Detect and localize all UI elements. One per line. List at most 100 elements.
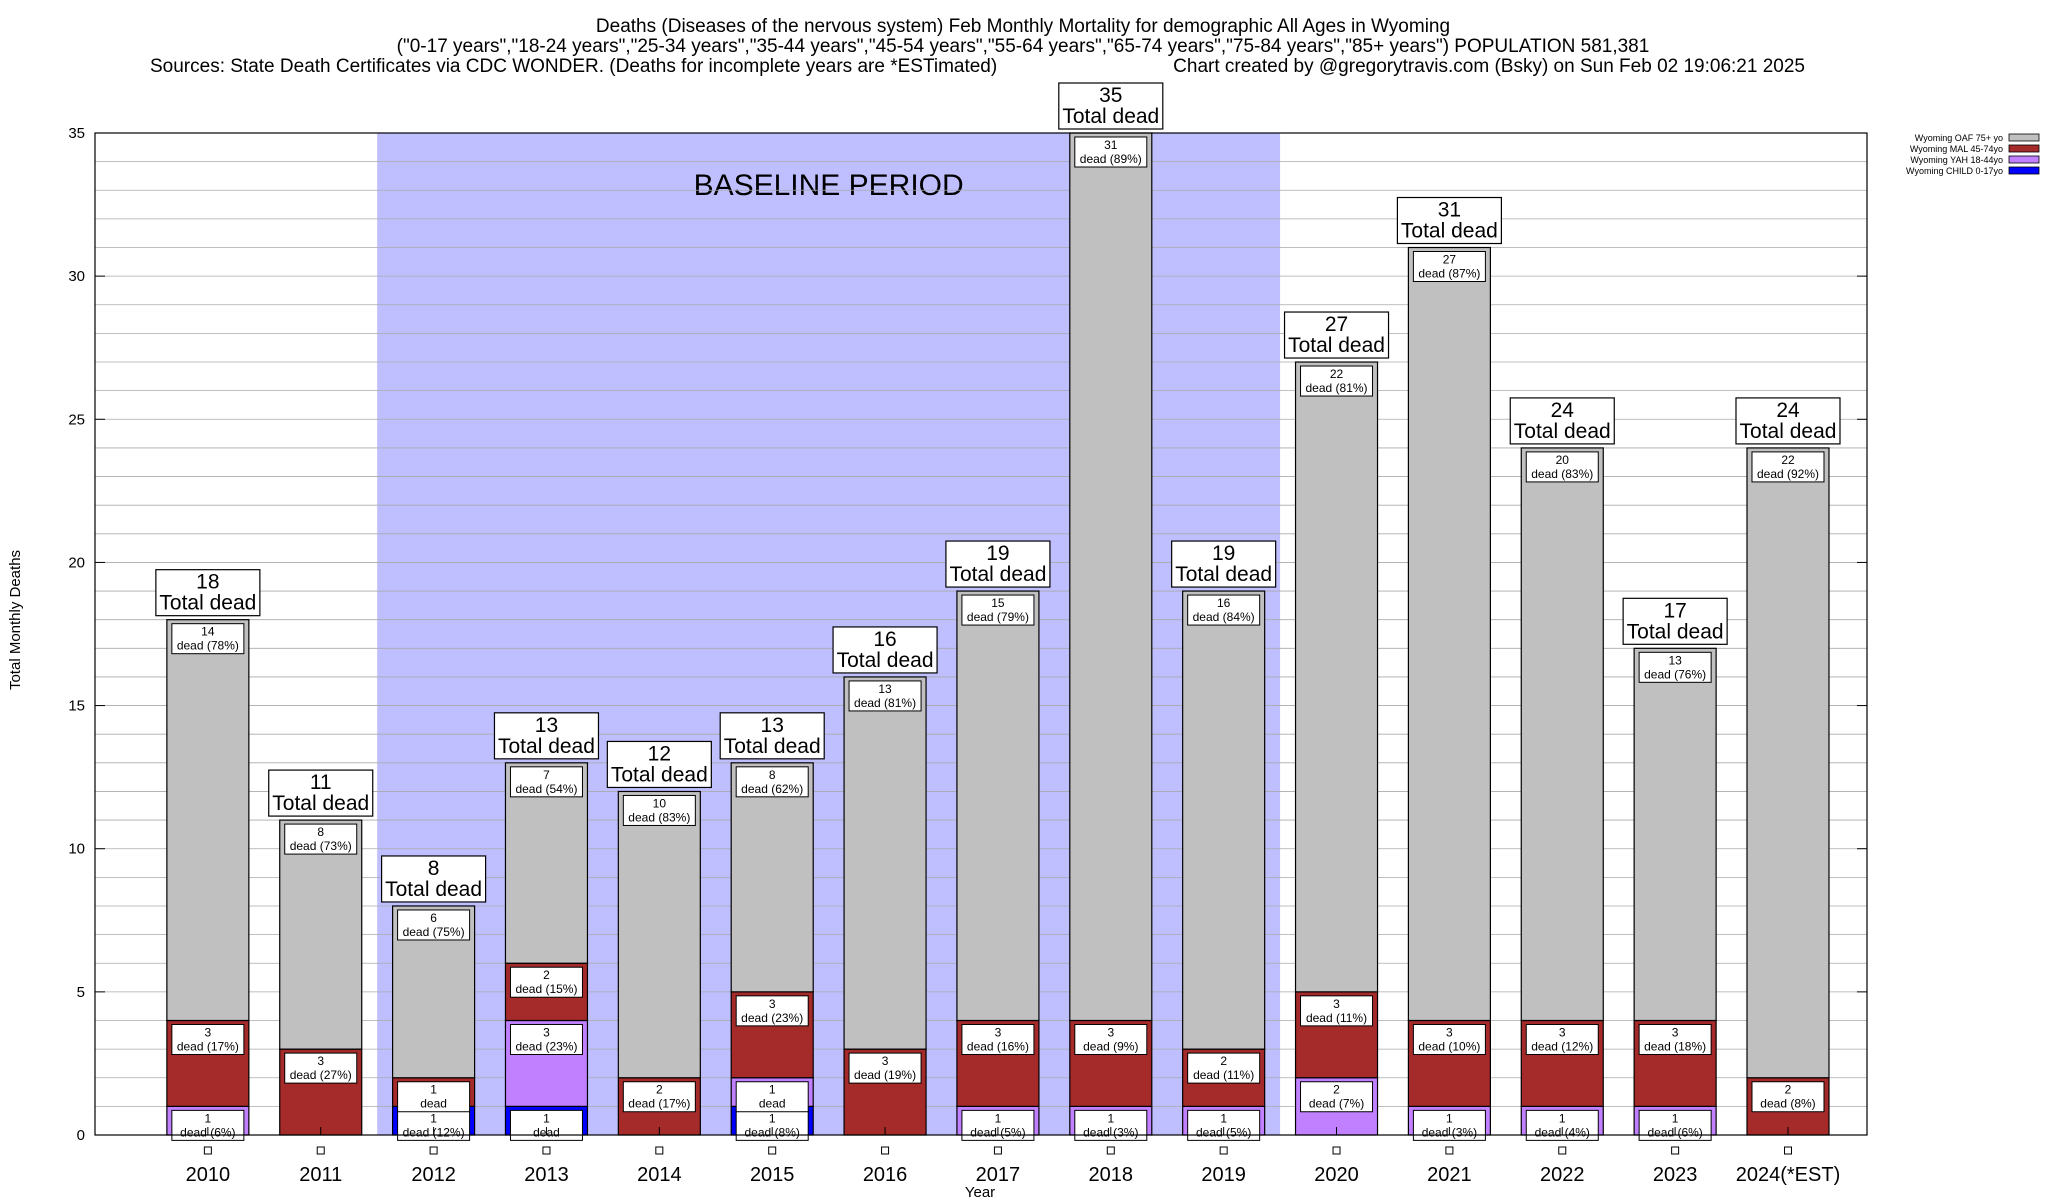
- segment-count-label: 2: [1785, 1083, 1792, 1097]
- total-label-box: [945, 540, 1051, 588]
- legend-entry-label: Wyoming MAL 45-74yo: [1910, 144, 2003, 154]
- total-dead-label: Total dead: [272, 792, 369, 815]
- total-dead-label: Total dead: [1288, 334, 1385, 357]
- bar-marker: [1445, 1146, 1454, 1155]
- total-dead-label: Total dead: [498, 735, 595, 758]
- title-line-sources: Sources: State Death Certificates via CD…: [150, 56, 997, 77]
- bar-segment: [166, 619, 250, 1022]
- x-tick-label: 2024(*EST): [1736, 1164, 1841, 1186]
- total-count-label: 19: [1212, 542, 1235, 565]
- segment-count-label: 10: [653, 796, 667, 810]
- total-dead-label: Total dead: [724, 735, 821, 758]
- segment-dead-label: dead (84%): [1193, 610, 1255, 624]
- legend-swatch: [2008, 166, 2040, 175]
- segment-count-label: 1: [769, 1083, 776, 1097]
- bar-marker: [1106, 1146, 1115, 1155]
- segment-label-box: [1525, 1023, 1599, 1055]
- segment-label-box: [1187, 1052, 1261, 1084]
- legend-swatch: [2008, 133, 2040, 142]
- bar-marker: [1558, 1146, 1567, 1155]
- legend-entry-label: Wyoming YAH 18-44yo: [1910, 155, 2003, 165]
- total-label-box: [1735, 397, 1841, 445]
- total-label-box: [1509, 397, 1615, 445]
- segment-dead-label: dead: [420, 1097, 447, 1111]
- segment-label-box: [1638, 1023, 1712, 1055]
- bar-marker: [1219, 1146, 1228, 1155]
- segment-count-label: 6: [430, 911, 437, 925]
- segment-count-label: 8: [769, 768, 776, 782]
- bar-segment: [1182, 590, 1266, 1050]
- segment-count-label: 27: [1443, 253, 1457, 267]
- segment-label-box: [171, 1023, 245, 1055]
- total-dead-label: Total dead: [949, 563, 1046, 586]
- total-dead-label: Total dead: [1740, 420, 1837, 443]
- segment-label-box: [961, 1023, 1035, 1055]
- total-label-box: [1622, 597, 1728, 645]
- segment-label-box: [171, 623, 245, 655]
- segment-label-box: [284, 823, 358, 855]
- segment-label-box: [509, 766, 583, 798]
- y-axis-label: Total Monthly Deaths: [7, 550, 24, 690]
- x-tick-label: 2018: [1089, 1164, 1134, 1186]
- segment-dead-label: dead (79%): [967, 610, 1029, 624]
- segment-label-box: [1074, 136, 1148, 168]
- segment-count-label: 1: [1672, 1111, 1679, 1125]
- segment-dead-label: dead (27%): [290, 1068, 352, 1082]
- segment-dead-label: dead (89%): [1080, 152, 1142, 166]
- segment-dead-label: dead (62%): [741, 782, 803, 796]
- segment-dead-label: dead (17%): [177, 1039, 239, 1053]
- bar-segment: [956, 590, 1040, 1022]
- total-label-box: [1058, 82, 1164, 130]
- segment-count-label: 3: [317, 1054, 324, 1068]
- total-count-label: 24: [1551, 399, 1575, 422]
- bar-marker: [1671, 1146, 1680, 1155]
- segment-label-box: [1300, 1081, 1374, 1113]
- total-count-label: 27: [1325, 313, 1348, 336]
- x-tick-label: 2020: [1314, 1164, 1359, 1186]
- y-tick-label: 5: [77, 984, 85, 1001]
- segment-count-label: 3: [769, 997, 776, 1011]
- segment-label-box: [397, 909, 471, 941]
- total-count-label: 18: [196, 571, 219, 594]
- segment-dead-label: dead (17%): [628, 1097, 690, 1111]
- x-tick-label: 2019: [1201, 1164, 1246, 1186]
- segment-count-label: 3: [995, 1025, 1002, 1039]
- total-count-label: 8: [428, 857, 440, 880]
- bar-segment: [1069, 132, 1153, 1022]
- segment-dead-label: dead (11%): [1306, 1011, 1367, 1025]
- bar-segment: [730, 762, 814, 993]
- segment-label-box: [1300, 365, 1374, 397]
- segment-dead-label: dead (23%): [741, 1011, 803, 1025]
- segment-dead-label: dead (87%): [1418, 267, 1480, 281]
- total-label-box: [380, 855, 487, 903]
- y-tick-label: 10: [68, 841, 85, 858]
- segment-dead-label: dead (16%): [967, 1039, 1029, 1053]
- x-tick-label: 2015: [750, 1164, 795, 1186]
- total-count-label: 35: [1099, 84, 1122, 107]
- x-tick-label: 2010: [186, 1164, 231, 1186]
- bar-marker: [655, 1146, 664, 1155]
- total-count-label: 19: [986, 542, 1009, 565]
- segment-label-box: [622, 794, 696, 826]
- y-tick-label: 0: [77, 1127, 85, 1144]
- segment-label-box: [1074, 1023, 1148, 1055]
- segment-label-box: [1751, 451, 1825, 483]
- total-label-box: [1396, 196, 1502, 245]
- segment-count-label: 1: [205, 1111, 212, 1125]
- segment-dead-label: dead (92%): [1757, 467, 1819, 481]
- segment-count-label: 3: [1107, 1025, 1114, 1039]
- segment-label-box: [622, 1081, 696, 1113]
- segment-label-box: [735, 766, 809, 798]
- segment-dead-label: dead (73%): [290, 839, 352, 853]
- segment-dead-label: dead (10%): [1418, 1039, 1480, 1053]
- segment-dead-label: dead (76%): [1644, 667, 1706, 681]
- segment-label-box: [397, 1081, 471, 1113]
